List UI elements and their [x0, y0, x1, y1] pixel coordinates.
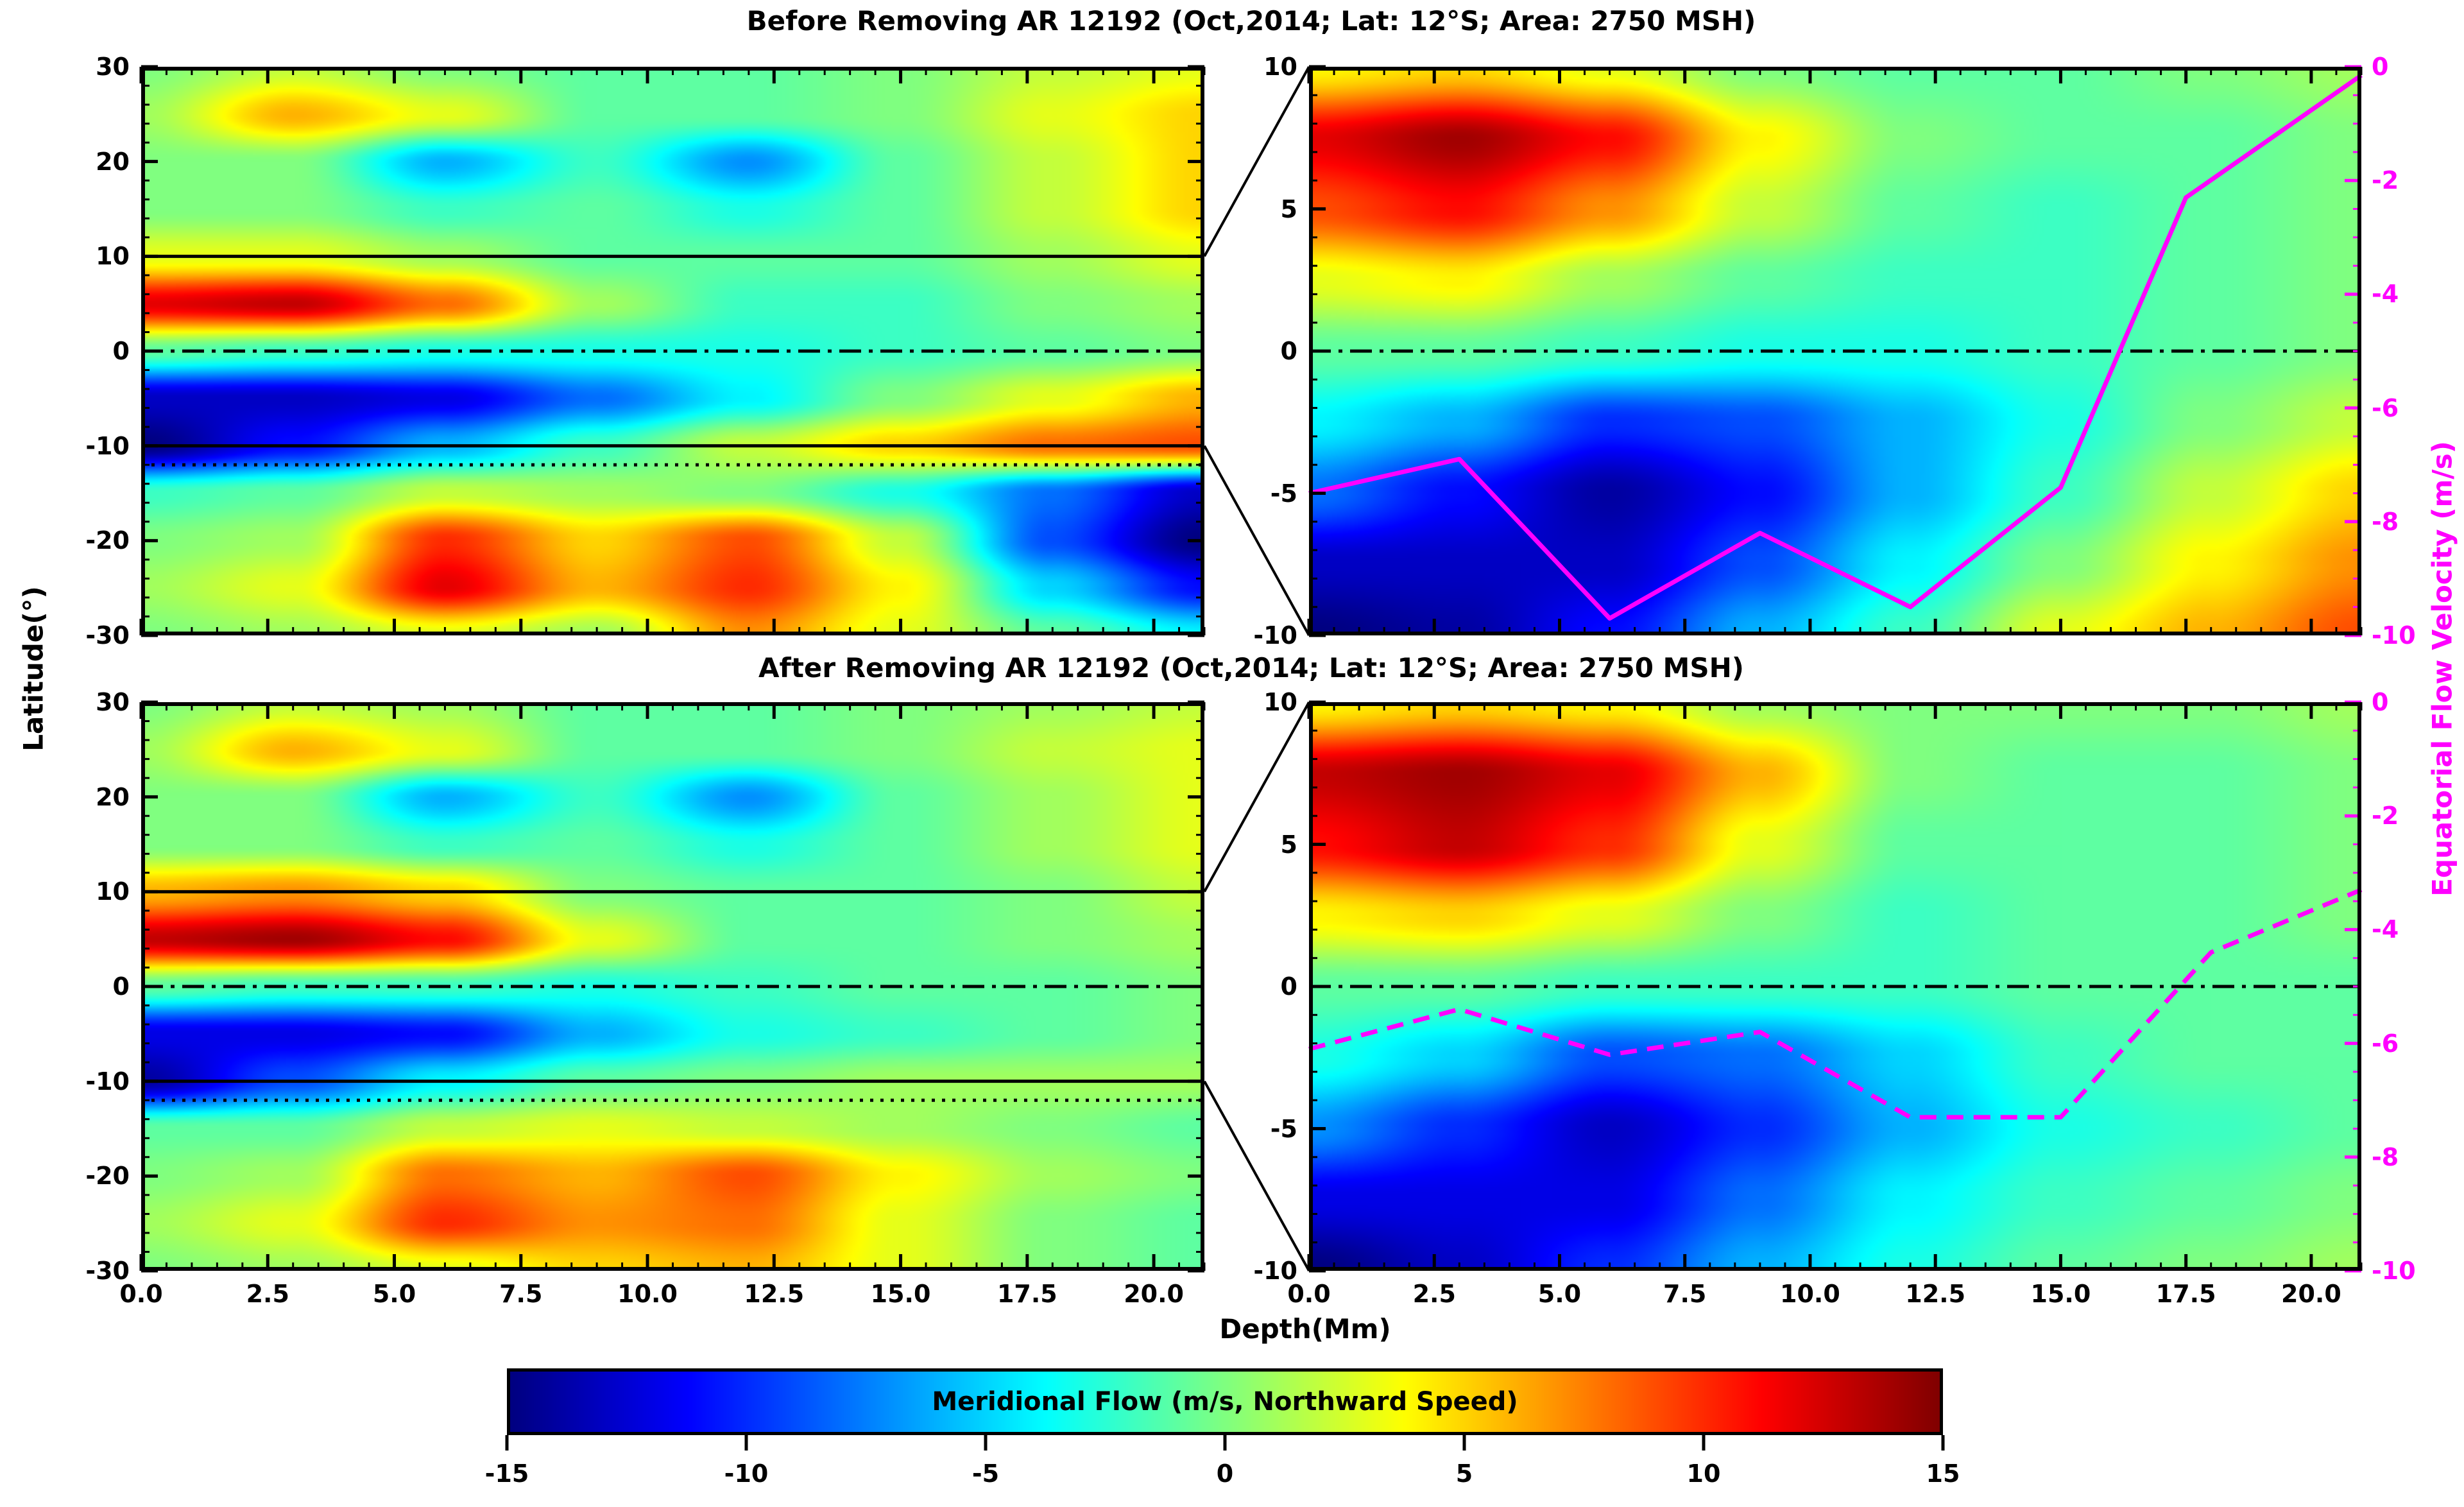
tick-label: 15.0: [2030, 1280, 2091, 1308]
tick-label: 17.5: [2155, 1280, 2216, 1308]
tick-label: -20: [85, 526, 130, 555]
tick-label: 0: [2372, 688, 2389, 716]
tick-label: 10: [1263, 688, 1297, 716]
tick-label: 10.0: [1780, 1280, 1840, 1308]
tick-label: -4: [2372, 280, 2399, 309]
tick-label: 30: [96, 53, 130, 81]
tick-label: 0: [2372, 53, 2389, 81]
tick-label: 0: [1280, 337, 1297, 365]
tick-label: -6: [2372, 1029, 2399, 1058]
tick-label: 17.5: [997, 1280, 1057, 1308]
tick-label: 5.0: [1537, 1280, 1582, 1308]
tick-label: 2.5: [1412, 1280, 1456, 1308]
tick-label: 10: [1263, 53, 1297, 81]
tick-label: 5: [1280, 194, 1297, 223]
tick-label: -5: [971, 1460, 1000, 1488]
axes-overlay-after-zoom: [1307, 700, 2363, 1273]
tick-label: 20.0: [1124, 1280, 1184, 1308]
tick-label: 30: [96, 688, 130, 716]
tick-label: -2: [2372, 802, 2399, 831]
tick-label: 7.5: [499, 1280, 543, 1308]
title-before: Before Removing AR 12192 (Oct,2014; Lat:…: [746, 5, 1756, 37]
tick-label: -8: [2372, 1142, 2399, 1171]
tick-label: 5: [1280, 830, 1297, 859]
tick-label: -10: [2372, 1257, 2416, 1285]
tick-label: 0.0: [1287, 1280, 1331, 1308]
tick-label: -10: [2372, 621, 2416, 650]
title-after: After Removing AR 12192 (Oct,2014; Lat: …: [758, 652, 1744, 684]
tick-label: 0: [1216, 1460, 1234, 1488]
tick-label: -4: [2372, 915, 2399, 944]
axes-overlay-after-full: [139, 700, 1206, 1273]
tick-label: 0: [1280, 972, 1297, 1001]
tick-label: -10: [85, 431, 130, 460]
tick-label: 10: [96, 242, 130, 271]
tick-label: 10: [96, 877, 130, 906]
tick-label: -30: [85, 1257, 130, 1285]
tick-label: 2.5: [246, 1280, 289, 1308]
axes-overlay-before-zoom: [1307, 65, 2363, 637]
tick-label: 15.0: [870, 1280, 931, 1308]
y-axis-label: Latitude(°): [17, 586, 49, 752]
tick-label: -10: [1253, 621, 1297, 650]
tick-label: 0: [112, 972, 130, 1001]
x-axis-label: Depth(Mm): [1219, 1313, 1391, 1345]
tick-label: -10: [1253, 1257, 1297, 1285]
tick-label: -2: [2372, 166, 2399, 195]
tick-label: -20: [85, 1162, 130, 1191]
tick-label: -30: [85, 621, 130, 650]
tick-label: 5.0: [372, 1280, 416, 1308]
tick-label: 12.5: [744, 1280, 805, 1308]
axes-overlay-before-full: [139, 65, 1206, 637]
tick-label: 12.5: [1905, 1280, 1966, 1308]
tick-label: 0.0: [119, 1280, 163, 1308]
tick-label: -5: [1270, 479, 1297, 508]
tick-label: 20: [96, 782, 130, 811]
tick-label: 20: [96, 147, 130, 176]
tick-label: 10.0: [617, 1280, 678, 1308]
heatmap-panel-before-full: [139, 65, 1206, 637]
heatmap-panel-after-zoom: [1307, 700, 2363, 1273]
tick-label: -8: [2372, 507, 2399, 536]
right-y-axis-label: Equatorial Flow Velocity (m/s): [2426, 441, 2458, 897]
colorbar-gradient: [507, 1368, 1943, 1435]
colorbar-label: Meridional Flow (m/s, Northward Speed): [932, 1387, 1518, 1417]
heatmap-panel-after-full: [139, 700, 1206, 1273]
tick-label: 7.5: [1663, 1280, 1707, 1308]
tick-label: -6: [2372, 393, 2399, 422]
tick-label: 0: [112, 337, 130, 365]
heatmap-panel-before-zoom: [1307, 65, 2363, 637]
tick-label: -10: [724, 1460, 769, 1488]
tick-label: 10: [1686, 1460, 1721, 1488]
tick-label: 15: [1926, 1460, 1960, 1488]
colorbar: Meridional Flow (m/s, Northward Speed): [505, 1368, 1945, 1451]
tick-label: -10: [85, 1067, 130, 1096]
tick-label: 5: [1455, 1460, 1473, 1488]
colorbar-frame: [505, 1368, 1945, 1451]
tick-label: -5: [1270, 1114, 1297, 1143]
tick-label: -15: [484, 1460, 529, 1488]
tick-label: 20.0: [2281, 1280, 2341, 1308]
